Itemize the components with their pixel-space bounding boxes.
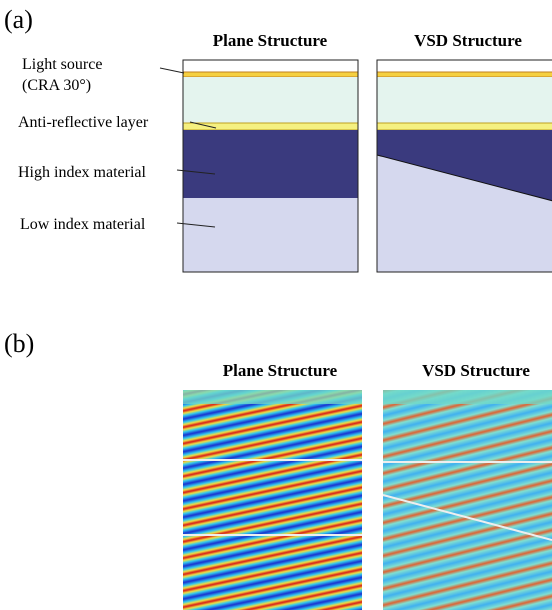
layer-label: Anti-reflective layer (18, 114, 149, 131)
layer-label: Light source (22, 56, 102, 73)
figure: (a) Plane Structure VSD Structure Light … (0, 0, 552, 610)
vsd-structure (377, 60, 552, 272)
panel-label: (b) (4, 329, 34, 358)
layer-label: High index material (18, 164, 147, 181)
layer-label: Low index material (20, 216, 146, 233)
panel-title: VSD Structure (414, 31, 522, 50)
panel-title: VSD Structure (422, 361, 530, 380)
plane-field-map (183, 390, 362, 610)
panel-title: Plane Structure (223, 361, 338, 380)
vsd-field-map (383, 390, 552, 610)
panel-label: (a) (4, 5, 33, 34)
panel-title: Plane Structure (213, 31, 328, 50)
leader-line (160, 68, 184, 73)
layer-label: (CRA 30°) (22, 77, 91, 94)
plane-structure (183, 60, 358, 272)
